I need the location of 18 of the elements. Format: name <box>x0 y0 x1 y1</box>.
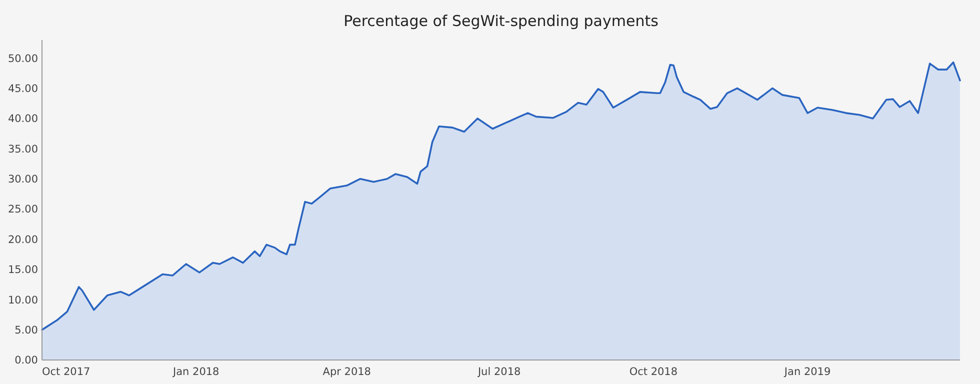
y-tick-label: 10.00 <box>8 294 38 306</box>
x-tick-label: Jan 2019 <box>783 366 831 378</box>
x-tick-label: Jan 2018 <box>172 366 220 378</box>
y-tick-label: 40.00 <box>8 113 38 126</box>
y-tick-label: 0.00 <box>14 354 38 367</box>
x-tick-label: Oct 2018 <box>629 366 678 378</box>
y-tick-label: 45.00 <box>8 82 38 95</box>
y-tick-label: 50.00 <box>8 52 38 65</box>
x-tick-label: Jul 2018 <box>476 366 521 378</box>
y-tick-label: 25.00 <box>8 204 38 216</box>
x-tick-label: Oct 2017 <box>42 366 90 378</box>
chart-title: Percentage of SegWit-spending payments <box>344 12 659 30</box>
y-tick-label: 5.00 <box>14 324 38 336</box>
y-tick-label: 30.00 <box>8 174 38 186</box>
x-tick-label: Apr 2018 <box>322 366 371 378</box>
y-tick-label: 35.00 <box>8 143 38 156</box>
y-tick-label: 20.00 <box>8 234 38 246</box>
y-tick-label: 15.00 <box>8 264 38 276</box>
